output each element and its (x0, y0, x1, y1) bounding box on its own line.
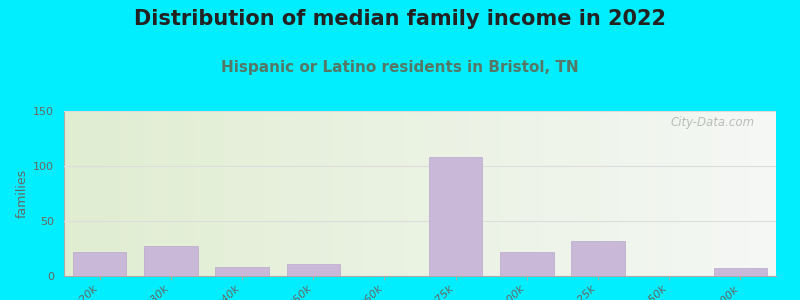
Text: Distribution of median family income in 2022: Distribution of median family income in … (134, 9, 666, 29)
Text: City-Data.com: City-Data.com (670, 116, 754, 129)
Bar (215, 267, 269, 276)
Bar (144, 246, 198, 276)
Bar (500, 252, 554, 276)
Bar (73, 252, 126, 276)
Y-axis label: families: families (16, 169, 29, 218)
Bar (286, 264, 340, 276)
Bar (714, 268, 767, 276)
Text: Hispanic or Latino residents in Bristol, TN: Hispanic or Latino residents in Bristol,… (221, 60, 579, 75)
Bar (429, 157, 482, 276)
Bar (571, 241, 625, 276)
